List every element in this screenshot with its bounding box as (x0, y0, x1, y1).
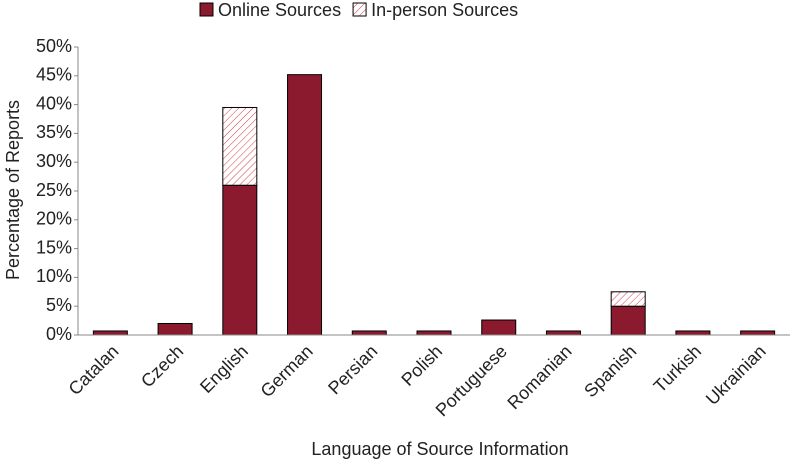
y-tick-label: 5% (46, 295, 72, 315)
y-tick-label: 30% (36, 151, 72, 171)
y-tick-label: 35% (36, 122, 72, 142)
y-tick-label: 0% (46, 324, 72, 344)
y-tick-label: 15% (36, 237, 72, 257)
bar-segment (92, 330, 128, 336)
bar-segment (287, 74, 323, 336)
y-tick-label: 10% (36, 266, 72, 286)
x-tick-label: Catalan (65, 341, 123, 399)
x-tick-label: Spanish (580, 341, 640, 401)
legend-swatch (352, 2, 367, 17)
legend-label: Online Sources (218, 0, 341, 20)
x-tick-label: Turkish (650, 341, 705, 396)
bar-segment (222, 184, 258, 336)
bar-segment (481, 319, 517, 336)
legend-label: In-person Sources (371, 0, 518, 20)
x-tick-label: English (196, 341, 252, 397)
y-axis-title: Percentage of Reports (3, 100, 23, 280)
legend-swatch (199, 2, 214, 17)
x-tick-label: Persian (324, 341, 381, 398)
bar-segment (610, 305, 646, 336)
x-tick-label: Romanian (503, 341, 575, 413)
x-tick-label: Polish (397, 341, 446, 390)
y-tick-label: 25% (36, 180, 72, 200)
bar-segment (610, 291, 646, 307)
y-tick-label: 40% (36, 93, 72, 113)
x-axis-title: Language of Source Information (311, 439, 568, 459)
y-tick-label: 45% (36, 65, 72, 85)
bar-segment (157, 322, 193, 336)
bar-segment (222, 106, 258, 186)
y-tick-label: 50% (36, 36, 72, 56)
x-tick-label: Ukrainian (702, 341, 770, 409)
bar-segment (675, 330, 711, 336)
bar-segment (545, 330, 581, 336)
x-tick-label: Czech (137, 341, 187, 391)
bar-segment (351, 330, 387, 336)
x-tick-label: German (257, 341, 317, 401)
y-tick-label: 20% (36, 209, 72, 229)
bar-segment (416, 330, 452, 336)
bar-segment (740, 330, 776, 336)
